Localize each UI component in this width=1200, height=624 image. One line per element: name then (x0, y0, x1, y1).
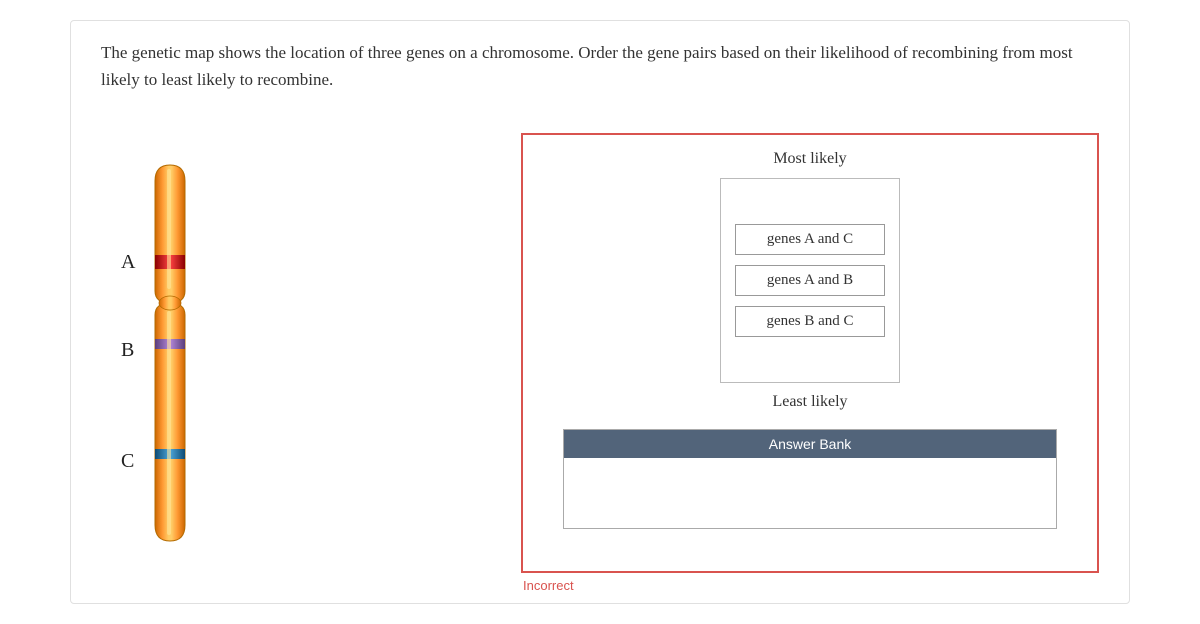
gene-label-b: B (121, 339, 135, 362)
question-text: The genetic map shows the location of th… (101, 39, 1099, 93)
least-likely-label: Least likely (772, 393, 847, 411)
answer-panel: Most likely genes A and C genes A and B … (521, 133, 1099, 573)
chromosome-icon (145, 163, 195, 543)
answer-bank: Answer Bank (563, 429, 1057, 529)
question-container: The genetic map shows the location of th… (70, 20, 1130, 604)
ranking-area: Most likely genes A and C genes A and B … (720, 150, 900, 429)
chromosome-diagram: A B C (121, 163, 481, 543)
ranking-drop-zone[interactable]: genes A and C genes A and B genes B and … (720, 178, 900, 383)
answer-bank-header: Answer Bank (564, 430, 1056, 458)
gene-pair-item[interactable]: genes A and C (735, 224, 885, 255)
content-area: A B C (101, 133, 1099, 573)
feedback-status: Incorrect (523, 578, 574, 593)
chromosome-panel: A B C (101, 133, 481, 573)
gene-label-a: A (121, 251, 135, 274)
answer-bank-body[interactable] (564, 458, 1056, 528)
most-likely-label: Most likely (773, 150, 846, 168)
gene-label-c: C (121, 450, 135, 473)
gene-labels: A B C (121, 163, 135, 473)
gene-pair-item[interactable]: genes A and B (735, 265, 885, 296)
gene-pair-item[interactable]: genes B and C (735, 306, 885, 337)
